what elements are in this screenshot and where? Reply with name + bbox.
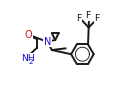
Text: F: F	[94, 14, 100, 23]
Text: NH: NH	[21, 54, 35, 63]
Text: 2: 2	[29, 59, 33, 65]
Text: O: O	[25, 30, 32, 40]
Text: N: N	[44, 37, 51, 47]
Text: F: F	[76, 14, 82, 23]
Text: F: F	[86, 11, 91, 20]
